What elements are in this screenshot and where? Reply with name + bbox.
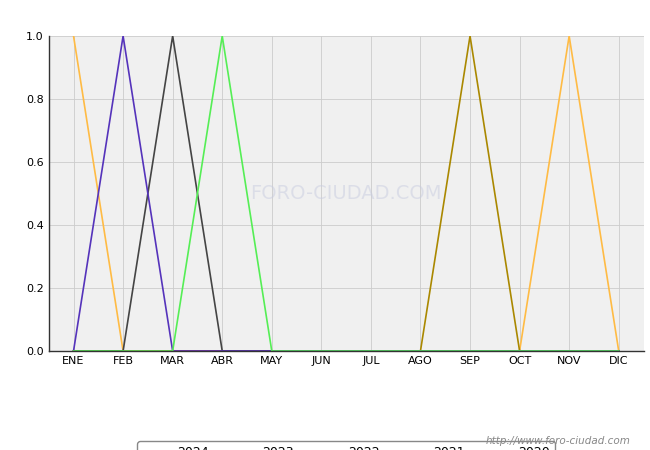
Text: FORO-CIUDAD.COM: FORO-CIUDAD.COM bbox=[250, 184, 442, 203]
Text: http://www.foro-ciudad.com: http://www.foro-ciudad.com bbox=[486, 436, 630, 446]
Text: Matriculaciones de Vehiculos en Villahermosa del Campo: Matriculaciones de Vehiculos en Villaher… bbox=[88, 7, 562, 25]
Legend: 2024, 2023, 2022, 2021, 2020: 2024, 2023, 2022, 2021, 2020 bbox=[137, 441, 555, 450]
